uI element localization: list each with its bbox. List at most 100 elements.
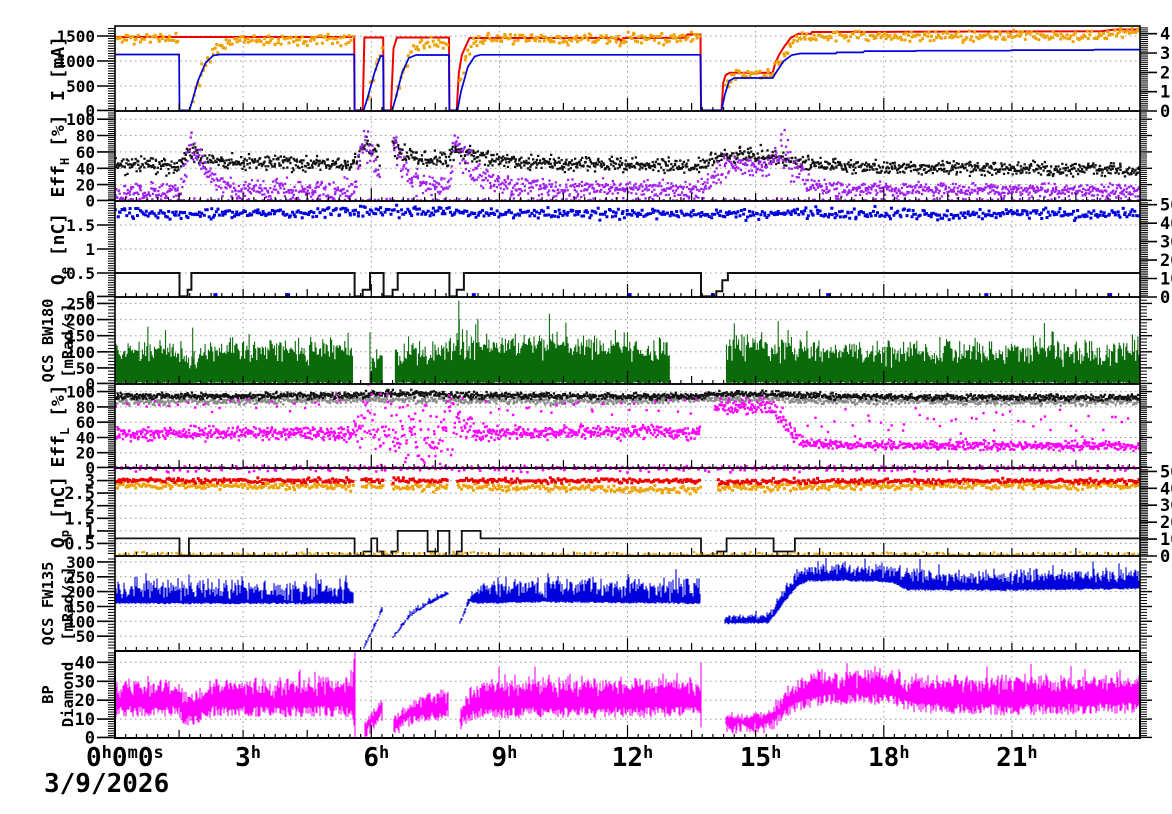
eff-l-black-scatter <box>114 388 1141 403</box>
x-hour-label: 18h <box>868 743 910 773</box>
y2-tick-label: 4 <box>1160 25 1170 45</box>
her-current-blue-line <box>115 48 1140 112</box>
y-tick-label: 0 <box>85 287 95 306</box>
y-tick-label: 2 <box>85 497 95 517</box>
y-tick-label: 50 <box>76 359 95 378</box>
y-tick-label: 1.5 <box>66 216 95 235</box>
y-tick-label: 20 <box>75 691 95 711</box>
y-tick-label: 1 <box>85 240 95 259</box>
y-tick-label: 60 <box>76 413 95 432</box>
y-axis-title-qcs-fw135: QCS FW135 <box>40 562 57 646</box>
y-tick-label: 60 <box>76 143 95 162</box>
y-tick-label: 80 <box>76 127 95 146</box>
x-axis-labels: 0h0m0s 3h 6h 9h 12h 15h 18h 21h <box>86 743 1038 773</box>
y-tick-label: 40 <box>76 429 95 448</box>
x-start-label: 0h0m0s <box>86 743 164 773</box>
eff-l-magenta-outliers-early <box>114 393 341 414</box>
x-hour-label: 21h <box>996 743 1038 773</box>
y-tick-label: 100 <box>66 383 95 402</box>
y-tick-label: 100 <box>66 612 95 631</box>
y2-tick-label: 0 <box>1160 102 1170 122</box>
x-hour-label: 15h <box>740 743 782 773</box>
eff-h-black-scatter <box>114 135 1141 178</box>
eff-l-gray-scatter <box>114 393 1141 407</box>
luminosity-orange-band <box>114 27 1141 104</box>
date-label: 3/9/2026 <box>44 769 169 798</box>
y2-tick-label: 3 <box>1160 44 1170 64</box>
y2-tick-label: 10 <box>1160 270 1172 290</box>
y2-tick-label: 40 <box>1160 214 1172 234</box>
y2-tick-label: 1 <box>1160 83 1170 103</box>
y-tick-label: 0 <box>85 728 95 748</box>
y2-tick-label: 0 <box>1160 547 1170 567</box>
y-tick-label: 2.5 <box>64 484 95 504</box>
qp-orange-band <box>114 479 1140 496</box>
y-axis-title-q-p: Qp [nC] <box>48 476 72 548</box>
accelerator-timeseries-chart: 15001000500043210Lum(1034)I [mA]10080604… <box>40 16 1172 798</box>
y2-tick-label: 50 <box>1160 462 1172 482</box>
y2-tick-label: 10 <box>1160 530 1172 550</box>
rep-rate-black-step <box>115 272 1140 298</box>
y2-tick-label: 0 <box>1160 288 1170 308</box>
y-axis-title-bp-diamond: BP <box>40 685 57 704</box>
eff-h-purple-scatter <box>114 128 1141 202</box>
panel-q-p: 32.521.510.550403020100Rep. (Hz)Qp [nC] <box>48 462 1172 567</box>
y-tick-label: 100 <box>66 110 95 129</box>
y-tick-label: 30 <box>75 672 95 692</box>
fw135-blue-band <box>115 558 1140 649</box>
y-axis-title-qcs-bw180: QCS BW180 <box>40 299 57 383</box>
y2-tick-label: 30 <box>1160 496 1172 516</box>
y-tick-label: 1000 <box>56 52 95 71</box>
y-tick-label: 0 <box>85 101 95 120</box>
y-tick-label: 1500 <box>56 27 95 46</box>
y2-tick-label: 2 <box>1160 63 1170 83</box>
qe-blue-band <box>113 203 1140 222</box>
y-tick-label: 80 <box>76 398 95 417</box>
qp-orange-floor-dots <box>113 550 1140 557</box>
y-axis-title-qcs-bw180: [mRad/s] <box>59 303 77 378</box>
y-axis-title-i-current-lum: I [mA] <box>48 36 69 101</box>
y-tick-label: 40 <box>75 653 95 673</box>
y-tick-label: 200 <box>66 583 95 602</box>
y-axis-title-eff-h: EffH [%] <box>48 114 72 197</box>
y-tick-label: 250 <box>66 294 95 313</box>
y-axis-title-bp-diamond: Diamond <box>59 662 77 727</box>
y-tick-label: 1.5 <box>64 509 95 529</box>
panel-i-current-lum: 15001000500043210Lum(1034)I [mA] <box>48 25 1170 122</box>
chart-canvas: 15001000500043210Lum(1034)I [mA]10080604… <box>40 16 1172 798</box>
qp-rep-rate-black-step <box>115 530 1140 557</box>
y2-tick-label: 30 <box>1160 233 1172 253</box>
eff-l-magenta-outliers-mid <box>484 398 698 417</box>
y-tick-label: 0.5 <box>66 264 95 283</box>
bw180-green-band <box>115 300 1140 384</box>
y-axis-title-eff-l: EffL [%] <box>48 384 72 467</box>
y-tick-label: 150 <box>66 598 95 617</box>
qp-magenta-top-dashes <box>113 467 1137 474</box>
y-tick-label: 0 <box>85 374 95 393</box>
y2-tick-label: 40 <box>1160 479 1172 499</box>
y-tick-label: 20 <box>76 176 95 195</box>
y-tick-label: 1 <box>85 522 95 542</box>
y-tick-label: 40 <box>76 159 95 178</box>
y-tick-label: 3 <box>85 472 95 492</box>
x-hour-label: 3h <box>235 743 261 773</box>
qp-red-band <box>114 476 1141 486</box>
y-tick-label: 250 <box>66 568 95 587</box>
x-hour-label: 9h <box>491 743 517 773</box>
y-tick-label: 20 <box>76 444 95 463</box>
y-tick-label: 100 <box>66 343 95 362</box>
y-tick-label: 150 <box>66 327 95 346</box>
y-tick-label: 10 <box>75 710 95 730</box>
eff-l-magenta-scatter <box>115 383 1141 469</box>
y-tick-label: 200 <box>66 311 95 330</box>
y2-tick-label: 50 <box>1160 196 1172 216</box>
y2-tick-label: 20 <box>1160 251 1172 271</box>
y-axis-title-qcs-fw135: [mRad/s] <box>59 566 77 641</box>
y-tick-label: 50 <box>76 627 95 646</box>
x-hour-label: 12h <box>612 743 654 773</box>
y-axis-title-q-e: Qe [nC] <box>48 213 72 285</box>
